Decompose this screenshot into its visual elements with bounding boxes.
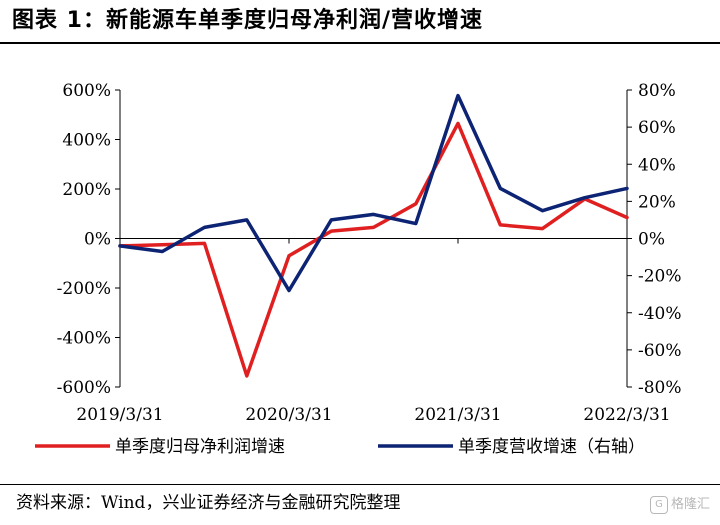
watermark-logo-icon: G — [649, 495, 668, 514]
title-rule — [0, 42, 720, 44]
right-tick-label: 60% — [638, 118, 676, 138]
right-tick-label: 0% — [638, 230, 665, 250]
x-tick-label: 2019/3/31 — [76, 405, 163, 425]
right-tick-label: -40% — [638, 304, 682, 324]
legend-label: 单季度归母净利润增速 — [115, 437, 285, 457]
figure-title: 图表 1：新能源车单季度归母净利润/营收增速 — [12, 8, 484, 33]
x-tick-label: 2020/3/31 — [245, 405, 332, 425]
left-tick-label: -200% — [57, 279, 111, 299]
watermark-text: 格隆汇 — [670, 497, 710, 512]
chart: 600% 400% 200% 0% -200% -400% -600% 80% 60% 40% 20… — [35, 81, 682, 457]
series-line-profit-growth — [118, 121, 629, 378]
left-tick-label: -600% — [57, 378, 111, 398]
right-tick-label: 20% — [638, 192, 676, 212]
legend-label: 单季度营收增速（右轴） — [458, 437, 645, 457]
right-tick-label: 80% — [638, 81, 676, 101]
right-tick-label: -60% — [638, 341, 682, 361]
left-tick-label: 0% — [84, 230, 111, 250]
x-tick-label: 2022/3/31 — [583, 405, 670, 425]
left-tick-label: 600% — [62, 81, 111, 101]
right-tick-label: -80% — [638, 378, 682, 398]
source-note: 资料来源：Wind，兴业证券经济与金融研究院整理 — [16, 493, 401, 513]
right-tick-label: 40% — [638, 155, 676, 175]
left-tick-label: 400% — [62, 131, 111, 151]
series-line-revenue-growth — [118, 93, 629, 293]
left-tick-label: 200% — [62, 180, 111, 200]
right-tick-label: -20% — [638, 267, 682, 287]
footer-rule — [0, 484, 720, 485]
x-tick-label: 2021/3/31 — [414, 405, 501, 425]
watermark: G 格隆汇 — [649, 494, 710, 516]
left-tick-label: -400% — [57, 329, 111, 349]
